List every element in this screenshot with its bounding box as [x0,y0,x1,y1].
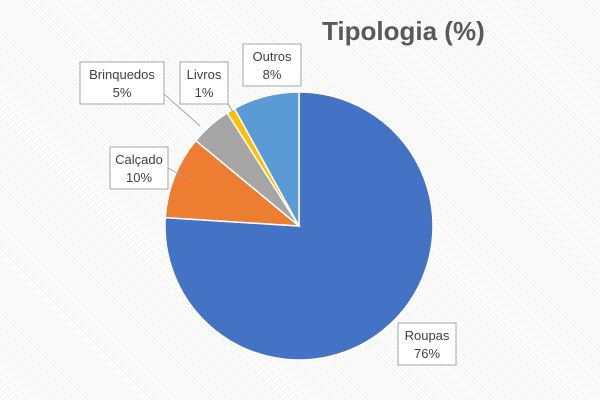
leader-line-brinquedos [163,93,201,127]
data-label-calcado: Calçado 10% [109,146,169,190]
data-label-name-calcado: Calçado [115,152,163,167]
data-label-livros: Livros 1% [179,61,229,105]
data-label-name-brinquedos: Brinquedos [89,67,155,82]
pie-slice-outros [233,91,300,227]
pie-slice-calcado [164,139,302,227]
data-label-value-brinquedos: 5% [113,85,132,100]
data-label-brinquedos: Brinquedos 5% [79,61,165,105]
leader-line-livros [227,103,234,113]
data-label-roupas: Roupas 76% [397,322,457,366]
data-label-box-calcado [109,146,169,190]
pie-slice-roupas [164,91,434,361]
data-label-value-calcado: 10% [126,170,152,185]
data-label-box-livros [179,61,229,105]
data-label-outros: Outros 8% [242,43,302,87]
chart-title: Tipologia (%) [322,16,485,46]
data-label-value-roupas: 76% [414,346,440,361]
leader-line-calcado [167,167,187,179]
data-label-value-livros: 1% [195,85,214,100]
data-label-box-roupas [397,322,457,366]
data-label-name-roupas: Roupas [405,328,450,343]
data-label-name-outros: Outros [252,49,292,64]
data-label-name-livros: Livros [187,67,222,82]
data-label-value-outros: 8% [263,67,282,82]
data-label-box-brinquedos [79,61,165,105]
data-label-box-outros [242,43,302,87]
